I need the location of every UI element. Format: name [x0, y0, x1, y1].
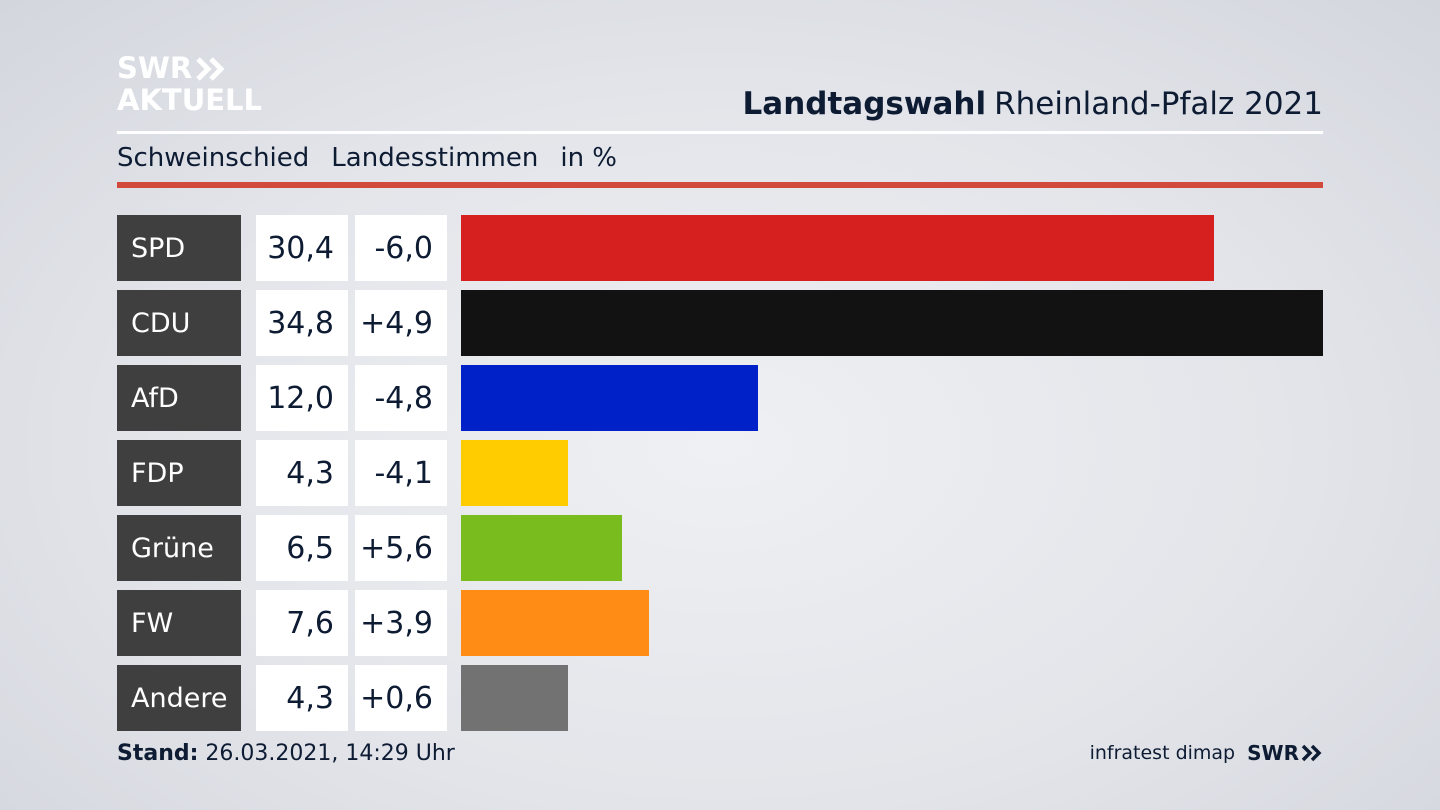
source-credit: infratest dimap SWR — [1090, 741, 1323, 765]
vote-change-value: +5,6 — [355, 515, 447, 581]
stand-label: Stand: — [117, 741, 199, 766]
party-label: AfD — [117, 365, 241, 431]
vote-change-value: -4,8 — [355, 365, 447, 431]
subtitle-place: Schweinschied — [117, 143, 310, 173]
vote-share-value: 4,3 — [256, 665, 348, 731]
vote-share-value: 4,3 — [256, 440, 348, 506]
party-label: FDP — [117, 440, 241, 506]
party-label: Grüne — [117, 515, 241, 581]
party-label: Andere — [117, 665, 241, 731]
vote-share-bar — [461, 365, 758, 431]
party-row: CDU 34,8 +4,9 — [0, 290, 1440, 356]
timestamp: Stand: 26.03.2021, 14:29 Uhr — [117, 741, 455, 766]
vote-share-bar — [461, 215, 1214, 281]
title-rest: Rheinland-Pfalz 2021 — [994, 86, 1323, 122]
vote-share-value: 34,8 — [256, 290, 348, 356]
double-chevron-icon — [1301, 744, 1322, 762]
vote-share-value: 30,4 — [256, 215, 348, 281]
double-chevron-icon — [196, 56, 225, 81]
chart-subtitle: Schweinschied Landesstimmen in % — [117, 143, 617, 173]
vote-share-bar — [461, 515, 622, 581]
vote-change-value: +4,9 — [355, 290, 447, 356]
vote-share-bar — [461, 590, 649, 656]
logo-aktuell-text: AKTUELL — [117, 83, 263, 117]
party-row: Andere 4,3 +0,6 — [0, 665, 1440, 731]
vote-share-value: 7,6 — [256, 590, 348, 656]
swr-aktuell-logo: SWR AKTUELL — [117, 54, 262, 115]
vote-share-bar — [461, 440, 568, 506]
stand-value: 26.03.2021, 14:29 Uhr — [205, 741, 455, 766]
header-divider — [117, 131, 1323, 134]
party-row: FDP 4,3 -4,1 — [0, 440, 1440, 506]
vote-share-bar — [461, 290, 1323, 356]
vote-share-value: 6,5 — [256, 515, 348, 581]
vote-share-bar — [461, 665, 568, 731]
logo-swr-text: SWR — [117, 51, 193, 85]
swr-brand: SWR — [1247, 741, 1323, 765]
vote-change-value: -6,0 — [355, 215, 447, 281]
vote-change-value: +3,9 — [355, 590, 447, 656]
party-label: CDU — [117, 290, 241, 356]
vote-share-value: 12,0 — [256, 365, 348, 431]
party-label: FW — [117, 590, 241, 656]
party-row: SPD 30,4 -6,0 — [0, 215, 1440, 281]
party-label: SPD — [117, 215, 241, 281]
party-row: FW 7,6 +3,9 — [0, 590, 1440, 656]
subtitle-unit: in % — [560, 143, 618, 173]
party-row: AfD 12,0 -4,8 — [0, 365, 1440, 431]
title-bold: Landtagswahl — [742, 86, 987, 122]
accent-divider — [117, 182, 1323, 188]
source-label: infratest dimap — [1089, 742, 1236, 764]
vote-change-value: -4,1 — [355, 440, 447, 506]
vote-change-value: +0,6 — [355, 665, 447, 731]
subtitle-measure: Landesstimmen — [331, 143, 539, 173]
party-row: Grüne 6,5 +5,6 — [0, 515, 1440, 581]
page-title: Landtagswahl Rheinland-Pfalz 2021 — [743, 86, 1323, 122]
swr-brand-text: SWR — [1247, 741, 1299, 765]
